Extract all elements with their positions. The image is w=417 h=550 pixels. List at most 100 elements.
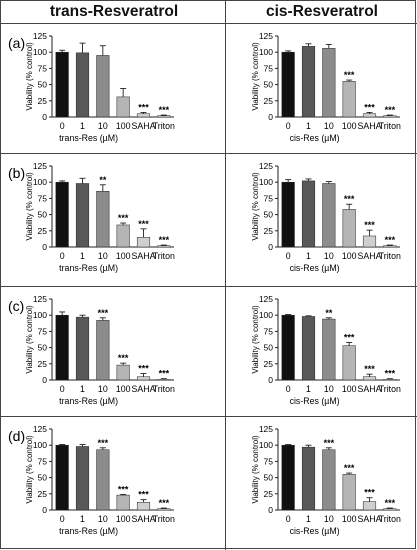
bar-10 [322, 449, 336, 511]
bar-100 [116, 364, 130, 381]
bar-0 [281, 444, 295, 511]
chart-(c)-cis: Viability (% control) 0 25 50 75 100 125 0 1 ** 10… [251, 294, 401, 406]
bar-0 [55, 444, 69, 511]
y-tick-label: 100 [259, 310, 273, 320]
y-tick-label: 0 [42, 242, 47, 252]
bar-0 [55, 51, 69, 118]
x-tick-label: SAHA [358, 384, 382, 394]
row-label: (d) [8, 428, 25, 444]
bar-SAHA [362, 235, 377, 248]
x-tick-label: SAHA [358, 121, 382, 131]
y-axis-label: Viability (% control) [25, 42, 34, 111]
bar-SAHA [362, 376, 377, 381]
x-tick-label: SAHA [132, 384, 156, 394]
bar-Triton [383, 508, 397, 511]
bar-10 [96, 320, 110, 381]
significance-mark: *** [159, 498, 170, 508]
chart-(a)-cis: Viability (% control) 0 25 50 75 100 125 0 1 10 **… [251, 31, 401, 143]
significance-mark: *** [385, 369, 396, 379]
bar-10 [96, 191, 110, 248]
x-tick-label: 1 [80, 251, 85, 261]
x-tick-label: 1 [80, 384, 85, 394]
y-axis-label: Viability (% control) [25, 172, 34, 241]
bar-1 [301, 180, 316, 248]
y-tick-label: 25 [264, 359, 274, 369]
bar-1 [75, 183, 90, 248]
bar-Triton [383, 245, 397, 248]
x-axis-label: trans-Res (µM) [59, 396, 118, 406]
bar-Triton [157, 245, 171, 248]
significance-mark: *** [344, 463, 355, 473]
y-axis-label: Viability (% control) [25, 435, 34, 504]
bar-10 [322, 183, 336, 248]
bar-100 [342, 209, 356, 248]
y-tick-label: 75 [264, 63, 274, 73]
x-axis-label: trans-Res (µM) [59, 526, 118, 536]
chart-(d)-trans: (d) Viability (% control) 0 25 50 75 100 125 0 1 *… [8, 424, 175, 536]
bar-100 [116, 224, 130, 248]
x-tick-label: 10 [98, 251, 108, 261]
y-tick-label: 100 [259, 440, 273, 450]
x-axis-label: cis-Res (µM) [290, 263, 340, 273]
y-tick-label: 50 [264, 80, 274, 90]
y-tick-label: 50 [264, 210, 274, 220]
x-tick-label: 10 [324, 121, 334, 131]
x-tick-label: SAHA [358, 514, 382, 524]
x-tick-label: 1 [306, 514, 311, 524]
bar-SAHA [136, 376, 151, 381]
y-tick-label: 75 [264, 456, 274, 466]
y-tick-label: 25 [38, 226, 48, 236]
y-axis-label: Viability (% control) [251, 172, 260, 241]
y-tick-label: 0 [268, 505, 273, 515]
bar-10 [96, 449, 110, 511]
chart-(d)-cis: Viability (% control) 0 25 50 75 100 125 0 1 *** 1… [251, 424, 401, 536]
bar-0 [281, 51, 295, 118]
bar-Triton [157, 115, 171, 118]
chart-(b)-cis: Viability (% control) 0 25 50 75 100 125 0 1 10 **… [251, 161, 401, 273]
y-tick-label: 125 [33, 294, 47, 304]
significance-mark: *** [324, 438, 335, 448]
x-tick-label: 1 [306, 384, 311, 394]
y-tick-label: 125 [33, 424, 47, 434]
x-tick-label: Triton [153, 384, 175, 394]
y-tick-label: 25 [264, 226, 274, 236]
y-axis-label: Viability (% control) [251, 42, 260, 111]
bar-100 [116, 96, 130, 118]
significance-mark: *** [138, 102, 149, 112]
x-tick-label: SAHA [132, 251, 156, 261]
x-tick-label: 1 [306, 121, 311, 131]
x-tick-label: 1 [80, 121, 85, 131]
x-tick-label: 10 [324, 251, 334, 261]
y-tick-label: 75 [264, 326, 274, 336]
y-tick-label: 125 [259, 31, 273, 41]
y-axis-label: Viability (% control) [251, 305, 260, 374]
significance-mark: *** [98, 438, 109, 448]
y-tick-label: 100 [33, 310, 47, 320]
chart-(a)-trans: (a) Viability (% control) 0 25 50 75 100 125 0 1 1… [8, 31, 175, 143]
y-tick-label: 125 [259, 424, 273, 434]
x-tick-label: 10 [324, 384, 334, 394]
bar-1 [75, 52, 90, 118]
x-tick-label: 100 [116, 121, 131, 131]
significance-mark: *** [138, 490, 149, 500]
bar-SAHA [136, 113, 151, 118]
x-tick-label: 100 [342, 121, 357, 131]
significance-mark: *** [159, 235, 170, 245]
x-axis-label: trans-Res (µM) [59, 263, 118, 273]
x-tick-label: Triton [153, 514, 175, 524]
x-tick-label: Triton [153, 251, 175, 261]
row-label: (b) [8, 165, 25, 181]
bar-0 [55, 314, 69, 381]
significance-mark: *** [364, 102, 375, 112]
column-divider [225, 0, 226, 550]
bar-1 [301, 446, 316, 511]
significance-mark: *** [118, 213, 129, 223]
x-tick-label: 100 [342, 384, 357, 394]
significance-mark: *** [344, 332, 355, 342]
bar-Triton [157, 508, 171, 511]
x-tick-label: SAHA [358, 251, 382, 261]
header-cis-resveratrol: cis-Resveratrol [265, 3, 378, 20]
y-tick-label: 75 [38, 193, 48, 203]
x-tick-label: 0 [286, 121, 291, 131]
y-tick-label: 0 [268, 242, 273, 252]
